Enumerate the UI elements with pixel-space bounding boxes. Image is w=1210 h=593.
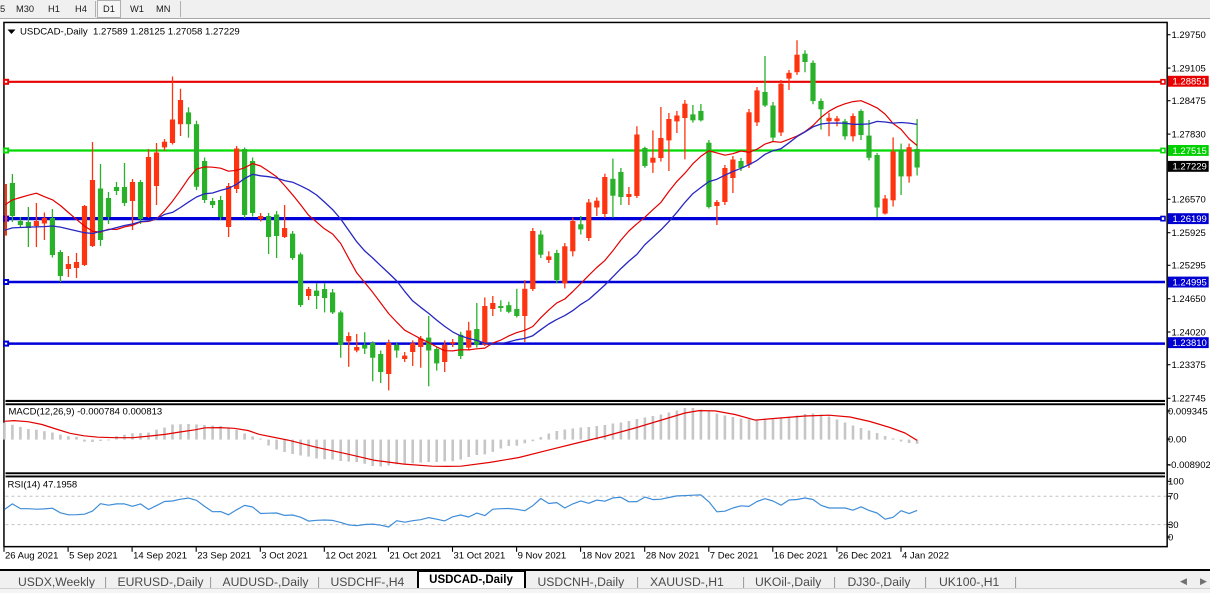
svg-text:0.009345: 0.009345 (1168, 406, 1208, 417)
svg-text:1.28851: 1.28851 (1173, 77, 1207, 88)
svg-text:1.26199: 1.26199 (1173, 214, 1207, 225)
svg-text:28 Nov 2021: 28 Nov 2021 (646, 551, 700, 562)
svg-text:18 Nov 2021: 18 Nov 2021 (582, 551, 636, 562)
svg-text:26 Aug 2021: 26 Aug 2021 (5, 551, 58, 562)
svg-text:21 Oct 2021: 21 Oct 2021 (389, 551, 441, 562)
svg-text:1.25295: 1.25295 (1172, 261, 1206, 272)
svg-text:12 Oct 2021: 12 Oct 2021 (325, 551, 377, 562)
svg-text:7 Dec 2021: 7 Dec 2021 (710, 551, 759, 562)
svg-text:100: 100 (1168, 477, 1184, 488)
svg-text:3 Oct 2021: 3 Oct 2021 (261, 551, 307, 562)
svg-text:4 Jan 2022: 4 Jan 2022 (902, 551, 949, 562)
svg-text:0.00: 0.00 (1168, 435, 1187, 446)
svg-text:RSI(14) 47.1958: RSI(14) 47.1958 (8, 480, 78, 491)
svg-text:31 Oct 2021: 31 Oct 2021 (454, 551, 506, 562)
svg-text:1.28475: 1.28475 (1172, 96, 1206, 107)
svg-text:0: 0 (1168, 532, 1173, 543)
svg-text:1.24995: 1.24995 (1173, 277, 1207, 288)
svg-text:1.24020: 1.24020 (1172, 327, 1206, 338)
svg-text:-0.008902: -0.008902 (1168, 460, 1210, 471)
svg-text:1.25925: 1.25925 (1172, 228, 1206, 239)
svg-text:1.26570: 1.26570 (1172, 195, 1206, 206)
svg-text:1.23810: 1.23810 (1173, 338, 1207, 349)
svg-text:1.27515: 1.27515 (1173, 146, 1207, 157)
svg-text:26 Dec 2021: 26 Dec 2021 (838, 551, 892, 562)
svg-text:5 Sep 2021: 5 Sep 2021 (69, 551, 118, 562)
svg-text:1.27830: 1.27830 (1172, 130, 1206, 141)
svg-text:30: 30 (1168, 520, 1179, 531)
svg-text:MACD(12,26,9) -0.000784 0.0008: MACD(12,26,9) -0.000784 0.000813 (9, 407, 163, 418)
svg-text:1.24650: 1.24650 (1172, 294, 1206, 305)
svg-text:70: 70 (1168, 492, 1179, 503)
svg-text:14 Sep 2021: 14 Sep 2021 (133, 551, 187, 562)
svg-text:16 Dec 2021: 16 Dec 2021 (774, 551, 828, 562)
svg-text:USDCAD-,Daily 1.27589 1.28125: USDCAD-,Daily 1.27589 1.28125 1.27058 1.… (20, 27, 240, 38)
svg-text:9 Nov 2021: 9 Nov 2021 (518, 551, 567, 562)
svg-text:1.29105: 1.29105 (1172, 64, 1206, 75)
svg-text:1.23375: 1.23375 (1172, 360, 1206, 371)
svg-text:23 Sep 2021: 23 Sep 2021 (197, 551, 251, 562)
svg-text:1.22745: 1.22745 (1172, 394, 1206, 405)
svg-text:1.27229: 1.27229 (1173, 162, 1207, 173)
svg-text:1.29750: 1.29750 (1172, 30, 1206, 41)
